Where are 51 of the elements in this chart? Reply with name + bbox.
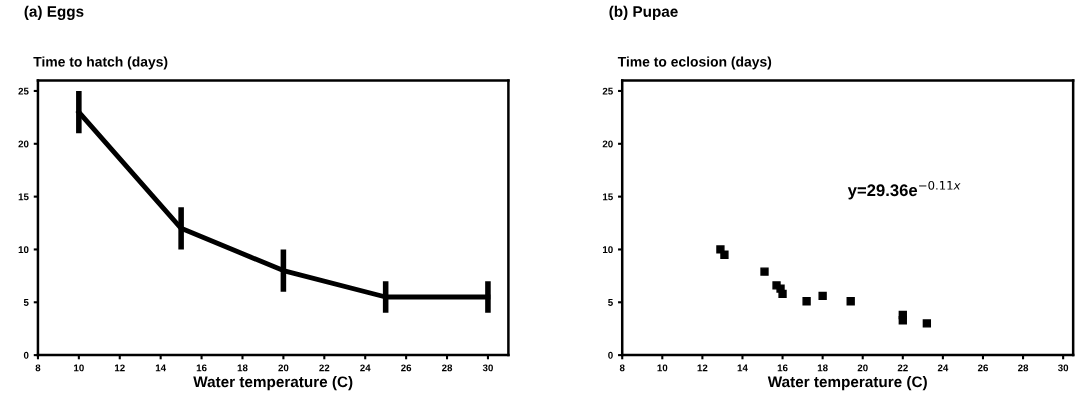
x-tick-label: 12 — [114, 364, 125, 372]
y-tick-label: 20 — [18, 140, 29, 148]
y-tick-label: 15 — [602, 193, 613, 201]
point — [898, 316, 907, 325]
y-tick-label: 10 — [602, 246, 613, 254]
x-tick-label: 26 — [977, 364, 989, 372]
x-axis-title: Water temperature (C) — [193, 375, 353, 391]
x-tick-label: 18 — [817, 364, 828, 372]
x-tick-label: 14 — [155, 364, 167, 372]
x-tick-label: 28 — [441, 364, 453, 372]
x-tick-label: 8 — [35, 364, 41, 372]
y-axis-title: Time to eclosion (days) — [617, 56, 772, 70]
point — [922, 319, 932, 328]
x-tick-label: 30 — [482, 364, 493, 372]
x-tick-label: 12 — [697, 364, 708, 372]
y-tick-label: 20 — [602, 140, 613, 148]
x-tick-label: 22 — [319, 364, 330, 372]
x-tick-label: 8 — [619, 364, 625, 372]
y-tick-label: 5 — [608, 299, 613, 306]
x-tick-label: 20 — [278, 364, 289, 372]
point — [760, 267, 769, 276]
y-axis-title: Time to hatch (days) — [33, 56, 168, 70]
point — [778, 289, 787, 298]
y-tick-label: 25 — [602, 87, 613, 95]
y-tick-label: 10 — [18, 246, 29, 254]
x-tick-label: 16 — [196, 364, 207, 372]
y-tick-label: 0 — [23, 351, 29, 359]
x-tick-label: 14 — [737, 364, 748, 372]
x-tick-label: 28 — [1017, 364, 1029, 372]
y-tick-label: 0 — [608, 351, 613, 359]
point — [846, 297, 855, 306]
point — [818, 291, 827, 301]
x-tick-label: 10 — [74, 364, 84, 372]
y-tick-label: 15 — [18, 193, 29, 201]
annotation: y=29.36e$^{−0.11x}$ — [847, 180, 961, 200]
x-tick-label: 24 — [937, 364, 949, 372]
x-axis-title: Water temperature (C) — [767, 375, 927, 391]
x-tick-label: 22 — [897, 364, 908, 372]
x-tick-label: 18 — [237, 364, 248, 372]
chart-title: (a) Eggs — [24, 5, 84, 20]
point — [802, 297, 811, 306]
x-tick-label: 24 — [360, 364, 371, 372]
y-tick-label: 25 — [18, 87, 29, 95]
x-tick-label: 16 — [777, 364, 788, 372]
x-tick-label: 10 — [657, 364, 668, 372]
x-tick-label: 20 — [857, 364, 868, 372]
x-tick-label: 26 — [401, 364, 412, 372]
x-tick-label: 30 — [1057, 364, 1069, 372]
y-tick-label: 5 — [23, 299, 29, 306]
point — [720, 250, 729, 259]
chart-title: (b) Pupae — [609, 5, 678, 20]
